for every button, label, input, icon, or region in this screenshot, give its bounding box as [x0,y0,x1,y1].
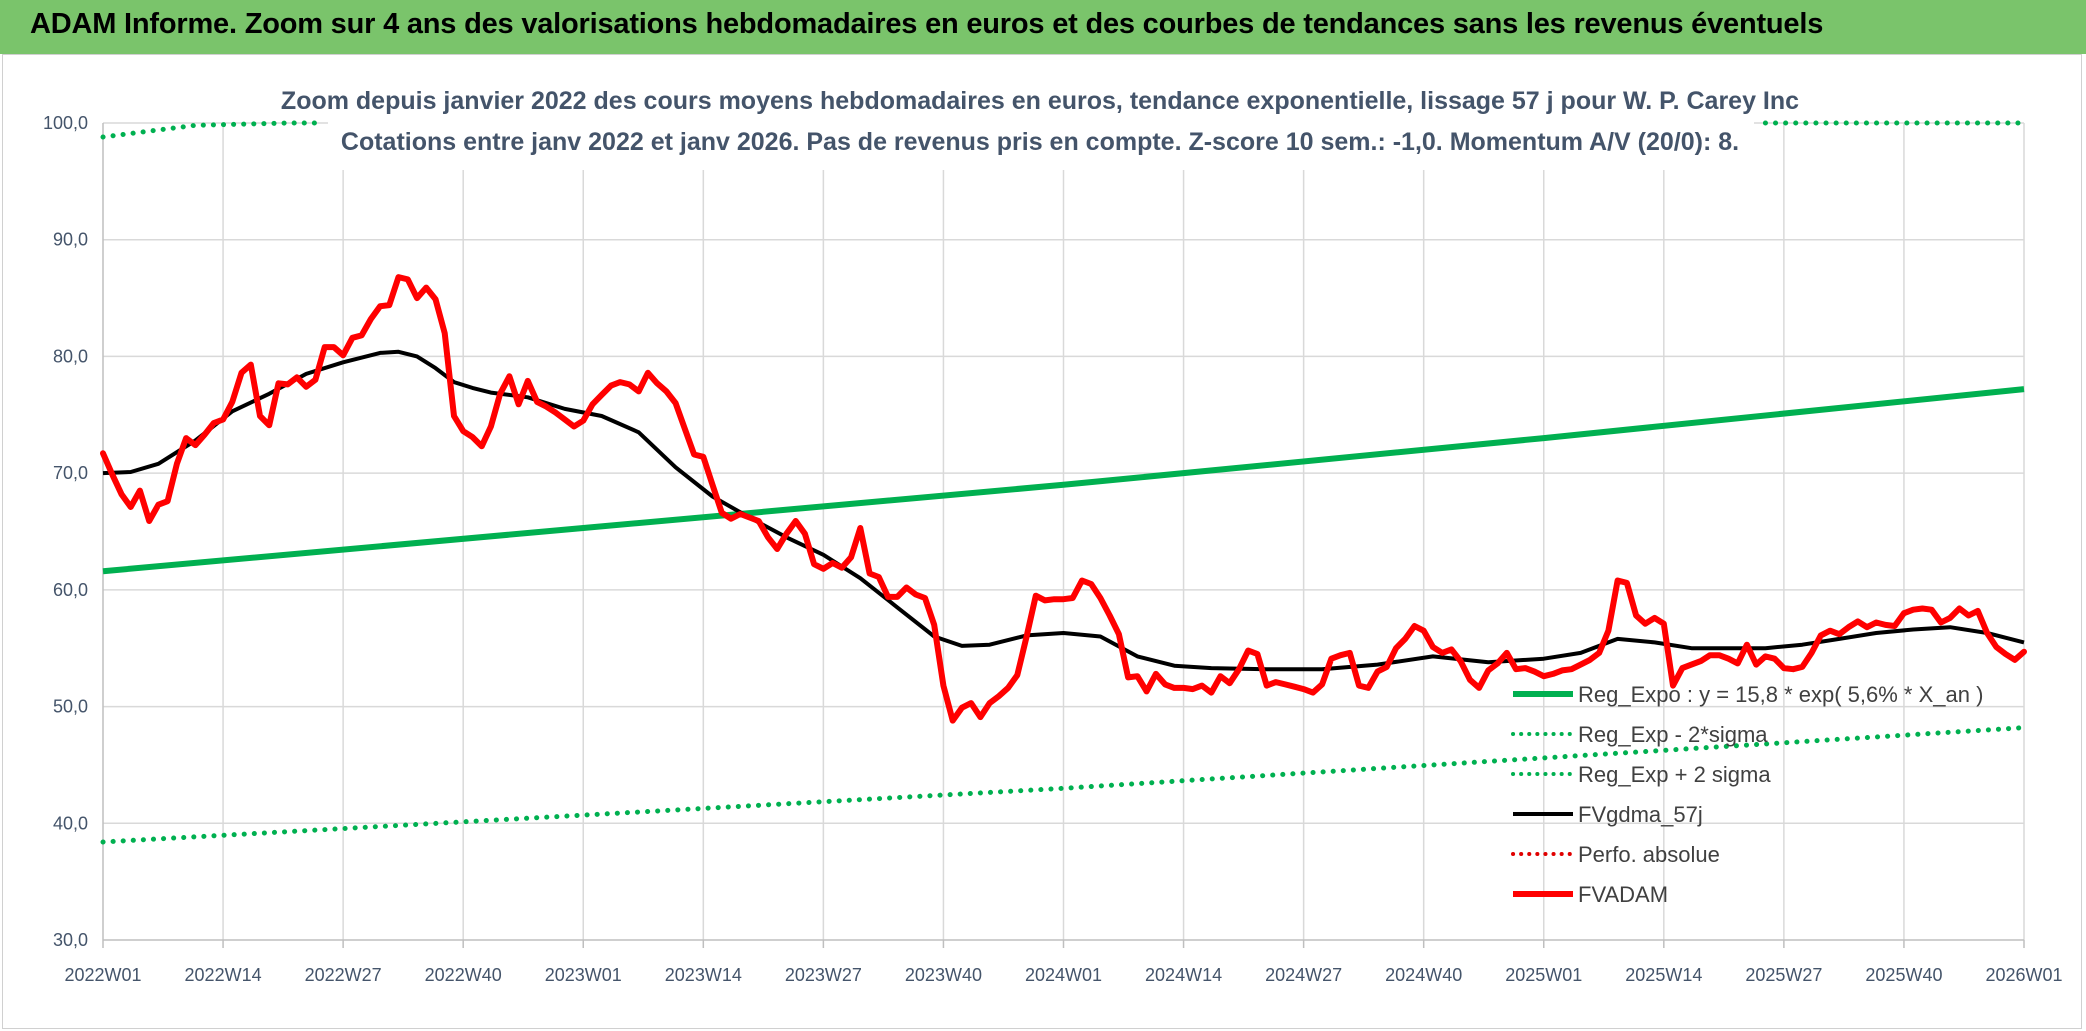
legend-label: Reg_Expo : y = 15,8 * exp( 5,6% * X_an ) [1578,682,1983,707]
y-tick-label: 30,0 [53,930,88,950]
legend-label: Reg_Exp - 2*sigma [1578,722,1768,747]
title-background [328,80,1754,170]
series [100,120,2027,845]
x-tick-label: 2023W01 [545,965,622,985]
chart-frame [2,54,2082,1029]
x-tick-label: 2025W14 [1625,965,1702,985]
header-banner: ADAM Informe. Zoom sur 4 ans des valoris… [0,0,2086,54]
x-tick-label: 2023W14 [665,965,742,985]
x-tick-label: 2022W40 [425,965,502,985]
legend-label: FVADAM [1578,882,1668,907]
x-tick-label: 2024W14 [1145,965,1222,985]
y-tick-label: 60,0 [53,580,88,600]
x-tick-label: 2022W14 [185,965,262,985]
y-tick-label: 90,0 [53,230,88,250]
x-tick-label: 2022W01 [64,965,141,985]
y-tick-label: 40,0 [53,813,88,833]
legend: Reg_Expo : y = 15,8 * exp( 5,6% * X_an )… [1511,682,1983,907]
legend-label: Reg_Exp + 2 sigma [1578,762,1771,787]
y-tick-label: 50,0 [53,697,88,717]
x-tick-label: 2026W01 [1985,965,2062,985]
series-reg-exp-2-sigma-line [100,120,318,140]
x-tick-label: 2025W27 [1745,965,1822,985]
x-tick-label: 2024W01 [1025,965,1102,985]
y-tick-label: 80,0 [53,346,88,366]
series-fvgdma-57j-line [102,349,2025,672]
x-tick-label: 2022W27 [305,965,382,985]
x-tick-label: 2025W01 [1505,965,1582,985]
legend-label: FVgdma_57j [1578,802,1703,827]
x-axis: 2022W01 2022W14 2022W27 2022W40 2023W01 2023W… [64,939,2063,985]
header-title: ADAM Informe. Zoom sur 4 ans des valoris… [30,8,1824,40]
series-reg-exp-2-sigma-line [100,725,2027,845]
chart-title: Zoom depuis janvier 2022 des cours moyen… [281,87,1799,115]
y-tick-label: 100,0 [43,113,88,133]
x-tick-label: 2024W40 [1385,965,1462,985]
y-tick-label: 70,0 [53,463,88,483]
grid [103,122,2025,940]
x-tick-label: 2023W27 [785,965,862,985]
legend-label: Perfo. absolue [1578,842,1720,867]
x-tick-label: 2024W27 [1265,965,1342,985]
series-fvadam-line [100,274,2027,724]
x-tick-label: 2023W40 [905,965,982,985]
series-reg-expo-line [102,386,2025,575]
x-tick-label: 2025W40 [1865,965,1942,985]
chart-subtitle: Cotations entre janv 2022 et janv 2026. … [341,128,1739,156]
y-axis: 30,0 40,0 50,0 60,0 70,0 80,0 90,0 100,0 [43,113,104,950]
